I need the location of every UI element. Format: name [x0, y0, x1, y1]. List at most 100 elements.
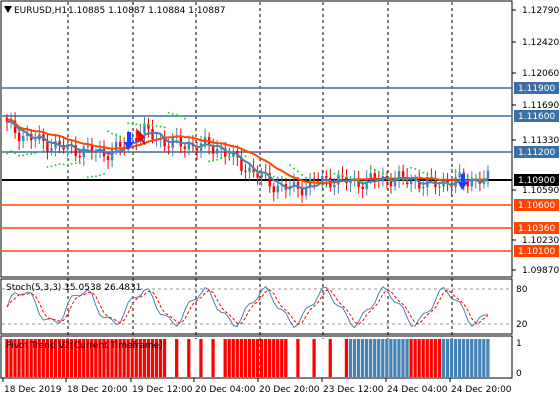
level-1.10360-label: 1.10360	[518, 224, 555, 234]
psar-dot	[155, 125, 158, 128]
candle-body	[317, 181, 320, 183]
candle-body	[466, 181, 469, 187]
level-lines: 1.11900 1.11600 1.11200 1.10900 1.10600 1.103…	[2, 82, 559, 257]
level-1.10900-label: 1.10900	[518, 176, 555, 186]
trend-bar	[82, 339, 86, 377]
psar-dot	[183, 117, 186, 120]
trend-bar	[320, 339, 324, 377]
trend-bar	[373, 339, 377, 377]
psar-dot	[450, 168, 453, 171]
psar-dot	[402, 179, 405, 182]
trend-bar	[29, 339, 33, 377]
level-1.10100-tag	[514, 245, 559, 257]
trend-bar	[300, 339, 304, 377]
candle-body	[325, 175, 328, 178]
trend-bar	[126, 339, 130, 377]
trend-bar	[397, 339, 401, 377]
trend-bar	[41, 339, 45, 377]
level-1.10900-tag	[514, 174, 559, 186]
psar-dot	[264, 173, 267, 176]
trend-bar	[401, 339, 405, 377]
trend-bar	[413, 339, 417, 377]
psar-dot	[297, 170, 300, 173]
trend-bar	[5, 339, 9, 377]
psar-dot	[284, 177, 287, 180]
level-1.10100-label: 1.10100	[518, 247, 555, 257]
psar-dot	[123, 137, 126, 140]
trend-bar	[130, 339, 134, 377]
time-axis-label: 24 Dec 20:00	[451, 385, 512, 395]
trend-bar	[94, 339, 98, 377]
psar-dot	[38, 150, 41, 153]
candle-body	[78, 155, 81, 158]
price-tick-label: 1.10590	[522, 186, 559, 196]
trend-bar	[219, 339, 223, 377]
candle-body	[256, 172, 259, 178]
candle-body	[349, 180, 352, 184]
candle-body	[248, 167, 251, 172]
trend-bar	[478, 339, 482, 377]
trend-bar	[179, 339, 183, 377]
price-tick-label: 1.12420	[522, 38, 559, 48]
trend-bar	[284, 339, 288, 377]
psar-dot	[486, 182, 489, 185]
candle-body	[312, 178, 316, 182]
trend-bar	[171, 339, 175, 377]
psar-dot	[159, 125, 162, 128]
psar-dot	[329, 171, 332, 174]
trend-bar	[207, 339, 211, 377]
candle-body	[215, 148, 219, 154]
trend-bar	[138, 339, 142, 377]
trend-bar	[98, 339, 102, 377]
psar-dot	[54, 164, 57, 167]
psar-dot	[195, 146, 198, 149]
trend-bar	[57, 339, 62, 377]
candle-body	[94, 151, 98, 154]
trend-bar	[9, 339, 13, 377]
trend-bar	[304, 339, 308, 377]
trend-bar	[110, 339, 114, 377]
psar-dot	[82, 161, 85, 164]
psar-dot	[86, 176, 89, 179]
psar-dot	[353, 177, 356, 180]
candle-body	[82, 147, 86, 158]
candle-body	[414, 180, 417, 182]
candle-body	[393, 179, 397, 187]
triangle-down-icon[interactable]	[4, 6, 12, 13]
slow-moving-average	[6, 118, 489, 185]
psar-dot	[361, 180, 364, 183]
stoch-title: Stoch(5,3,3) 15.0538 26.4831	[6, 283, 141, 293]
trend-bar	[276, 339, 280, 377]
trend-bar	[332, 339, 336, 377]
price-tick-label: 1.09870	[522, 266, 559, 276]
psar-dot	[200, 146, 203, 149]
candle-body	[357, 178, 360, 187]
psar-dot	[236, 154, 239, 157]
stoch-level-20: 20	[516, 320, 528, 330]
psar-dot	[321, 184, 324, 187]
trend-bar	[78, 339, 82, 377]
psar-dot	[268, 173, 271, 176]
candle-body	[369, 173, 372, 179]
candle-body	[220, 148, 223, 150]
psar-dot	[288, 164, 291, 167]
candle-body	[232, 151, 235, 157]
trend-bar	[69, 339, 74, 377]
psar-dot	[58, 163, 61, 166]
candle-body	[26, 134, 29, 137]
trend-bar	[74, 339, 78, 377]
trend-bar	[235, 339, 239, 377]
trend-bar	[33, 339, 37, 377]
psar-dot	[90, 175, 93, 178]
price-tick-label: 1.12790	[522, 6, 559, 16]
psar-dot	[139, 123, 142, 126]
trend-bar	[247, 339, 252, 377]
trend-bar	[114, 339, 118, 377]
psar-dot	[151, 124, 154, 127]
trend-bar	[280, 339, 284, 377]
trend-bar	[118, 339, 122, 377]
psar-dot	[434, 177, 437, 180]
trend-bar	[263, 339, 268, 377]
candle-body	[260, 172, 263, 178]
